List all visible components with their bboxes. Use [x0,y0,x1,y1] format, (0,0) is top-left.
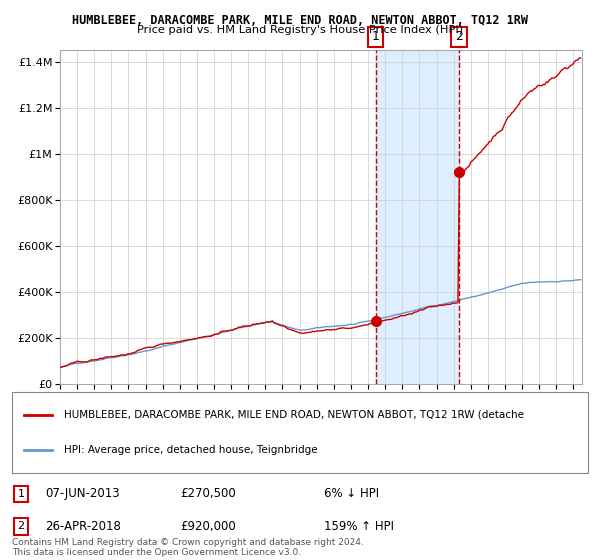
Text: HPI: Average price, detached house, Teignbridge: HPI: Average price, detached house, Teig… [64,445,317,455]
Text: 07-JUN-2013: 07-JUN-2013 [45,487,119,501]
Text: 2: 2 [17,521,25,531]
Text: 26-APR-2018: 26-APR-2018 [45,520,121,533]
Text: Contains HM Land Registry data © Crown copyright and database right 2024.
This d: Contains HM Land Registry data © Crown c… [12,538,364,557]
Text: 159% ↑ HPI: 159% ↑ HPI [324,520,394,533]
Text: 1: 1 [17,489,25,499]
Text: 6% ↓ HPI: 6% ↓ HPI [324,487,379,501]
Text: Price paid vs. HM Land Registry's House Price Index (HPI): Price paid vs. HM Land Registry's House … [137,25,463,35]
Bar [376,50,459,384]
Text: HUMBLEBEE, DARACOMBE PARK, MILE END ROAD, NEWTON ABBOT, TQ12 1RW (detache: HUMBLEBEE, DARACOMBE PARK, MILE END ROAD… [64,410,524,420]
Text: 2: 2 [455,30,463,44]
Text: HUMBLEBEE, DARACOMBE PARK, MILE END ROAD, NEWTON ABBOT, TQ12 1RW: HUMBLEBEE, DARACOMBE PARK, MILE END ROAD… [72,14,528,27]
Text: £270,500: £270,500 [180,487,236,501]
Text: 1: 1 [371,30,380,44]
Text: £920,000: £920,000 [180,520,236,533]
